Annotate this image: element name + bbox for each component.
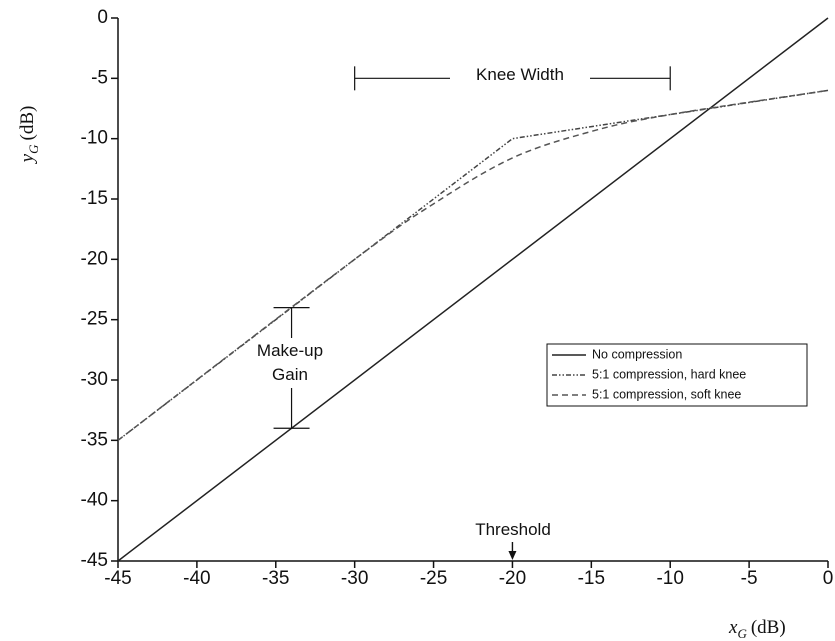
annotations	[273, 66, 671, 560]
makeup-gain-label-line2: Gain	[272, 365, 308, 384]
y-tick-label: -40	[81, 490, 108, 511]
legend-label-no-compression: No compression	[592, 347, 682, 361]
threshold-arrow-head	[508, 551, 517, 560]
y-tick-label: -30	[81, 369, 108, 390]
x-tick-label: -5	[741, 568, 758, 589]
y-tick-label: -5	[91, 67, 108, 88]
y-tick-label: -35	[81, 429, 108, 450]
series-lines	[117, 17, 829, 562]
legend-box	[546, 343, 808, 407]
x-tick-label: -30	[341, 568, 368, 589]
makeup-gain-label-line1: Make-up	[257, 341, 323, 360]
legend-label-soft-knee: 5:1 compression, soft knee	[592, 387, 741, 401]
threshold-label: Threshold	[475, 520, 551, 539]
y-tick-label: 0	[97, 7, 108, 28]
y-tick-label: -10	[81, 128, 108, 149]
y-tick-label: -15	[81, 188, 108, 209]
x-axis-label: xG (dB)	[728, 617, 786, 641]
y-tick-label: -25	[81, 309, 108, 330]
y-tick-label: -20	[81, 248, 108, 269]
x-tick-label: -15	[578, 568, 605, 589]
x-tick-label: -45	[104, 568, 131, 589]
series-line-soft-knee	[117, 89, 829, 441]
x-tick-label: -40	[183, 568, 210, 589]
legend: No compression 5:1 compression, hard kne…	[546, 343, 808, 407]
x-tick-label: -25	[420, 568, 447, 589]
x-tick-label: 0	[823, 568, 834, 589]
axes	[117, 18, 828, 562]
y-tick-label: -45	[81, 550, 108, 571]
y-axis-label: yG(dB)	[17, 106, 41, 165]
x-tick-label: -35	[262, 568, 289, 589]
series-line-no-compression	[117, 17, 829, 562]
x-tick-label: -20	[499, 568, 526, 589]
legend-label-hard-knee: 5:1 compression, hard knee	[592, 367, 746, 381]
tick-marks: 0 -5 -10 -15 -20 -25 -30 -35 -40 -45-45 -40 -35 -30 -…	[81, 7, 834, 589]
x-tick-label: -10	[656, 568, 683, 589]
knee-width-label: Knee Width	[476, 65, 564, 84]
